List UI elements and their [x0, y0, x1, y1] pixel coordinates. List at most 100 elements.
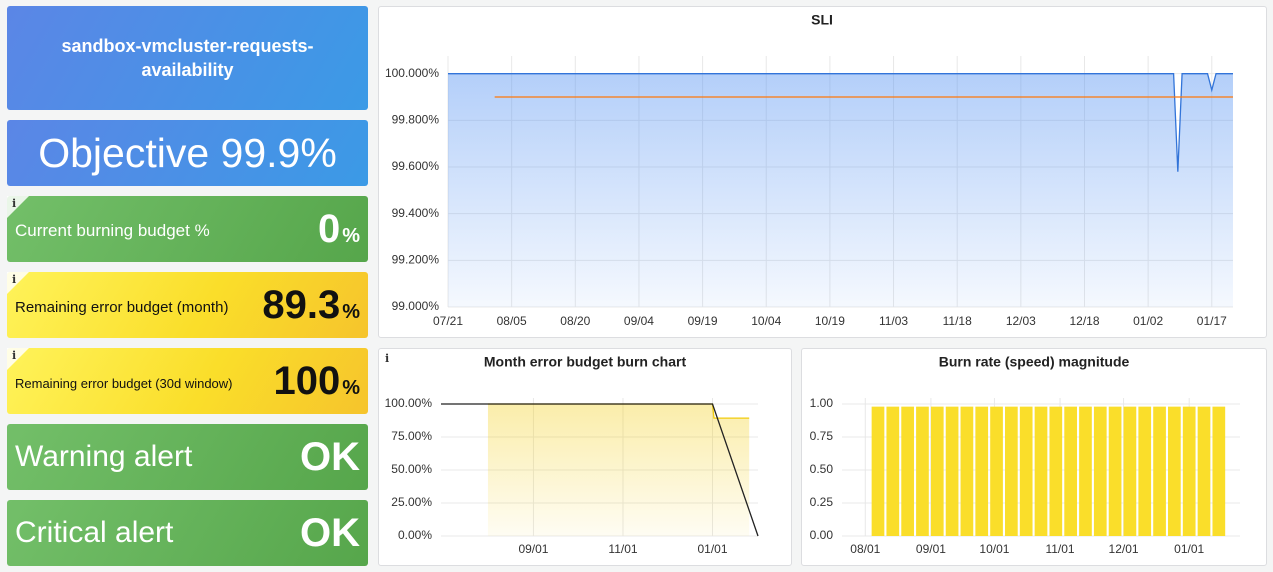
objective-panel: Objective 99.9% — [7, 120, 368, 186]
stat-panel: i Remaining error budget (30d window) 100% — [7, 348, 368, 414]
x-tick-label: 11/01 — [608, 542, 637, 556]
alert-panel: Critical alert OK — [7, 500, 368, 566]
stat-value: 100 — [273, 358, 341, 403]
bar — [886, 406, 900, 536]
x-tick-label: 09/04 — [624, 314, 654, 328]
slo-name: sandbox-vmcluster-requests-availability — [61, 36, 314, 80]
alert-status: OK — [300, 510, 360, 555]
info-icon[interactable]: i — [12, 197, 17, 210]
stat-panel: i Remaining error budget (month) 89.3% — [7, 272, 368, 338]
x-tick-label: 01/01 — [1174, 542, 1204, 556]
y-tick-label: 100.00% — [385, 396, 433, 410]
bar — [1064, 406, 1077, 536]
x-tick-label: 08/20 — [560, 314, 590, 328]
chart-title: Month error budget burn chart — [484, 354, 687, 370]
bar — [990, 406, 1003, 536]
y-tick-label: 99.200% — [392, 253, 440, 267]
info-corner — [7, 348, 29, 370]
x-tick-label: 12/03 — [1006, 314, 1036, 328]
bar — [1005, 406, 1018, 536]
stat-value-wrap: 89.3% — [262, 283, 360, 328]
bar — [1093, 406, 1107, 536]
stat-panel: i Current burning budget % 0% — [7, 196, 368, 262]
y-tick-label: 99.800% — [392, 113, 440, 127]
stat-label: Remaining error budget (month) — [15, 298, 229, 316]
alert-label: Warning alert — [15, 440, 193, 473]
y-tick-label: 75.00% — [391, 429, 432, 443]
stat-label: Remaining error budget (30d window) — [15, 375, 233, 391]
y-tick-label: 100.000% — [385, 66, 439, 80]
x-tick-label: 12/18 — [1069, 314, 1099, 328]
y-tick-label: 0.00% — [398, 528, 432, 542]
y-tick-label: 1.00 — [810, 396, 834, 410]
info-corner — [7, 272, 29, 294]
x-tick-label: 11/01 — [1045, 542, 1074, 556]
x-tick-label: 01/01 — [697, 542, 727, 556]
y-tick-label: 99.400% — [392, 206, 440, 220]
bar — [916, 406, 929, 536]
info-corner — [7, 196, 29, 218]
x-tick-label: 09/19 — [688, 314, 718, 328]
bar — [1153, 406, 1166, 536]
info-icon[interactable]: i — [12, 273, 17, 286]
info-icon[interactable]: i — [385, 352, 390, 365]
x-tick-label: 09/01 — [518, 542, 548, 556]
bar — [1182, 406, 1196, 536]
chart-title: Burn rate (speed) magnitude — [939, 354, 1130, 370]
stat-value-wrap: 0% — [318, 207, 360, 252]
x-tick-label: 11/18 — [943, 314, 972, 328]
x-tick-label: 12/01 — [1109, 542, 1139, 556]
series-line — [448, 73, 1233, 172]
bar — [901, 406, 914, 536]
area-fill — [448, 73, 1233, 308]
y-tick-label: 0.25 — [810, 495, 834, 509]
bar — [1138, 406, 1152, 536]
x-tick-label: 11/03 — [879, 314, 908, 328]
y-tick-label: 25.00% — [391, 495, 432, 509]
y-tick-label: 0.75 — [810, 429, 834, 443]
y-tick-label: 0.00 — [810, 528, 834, 542]
bar — [1197, 406, 1211, 536]
bar — [1212, 406, 1226, 536]
stat-unit: % — [342, 376, 360, 399]
chart-title: SLI — [811, 12, 833, 28]
objective: Objective 99.9% — [38, 129, 337, 176]
bar — [975, 406, 989, 536]
y-tick-label: 0.50 — [810, 462, 834, 476]
y-tick-label: 99.000% — [392, 299, 440, 313]
x-tick-label: 10/19 — [815, 314, 845, 328]
bar — [1019, 406, 1033, 536]
bar — [1034, 406, 1048, 536]
stat-unit: % — [342, 224, 360, 247]
y-tick-label: 99.600% — [392, 159, 440, 173]
title-panel: sandbox-vmcluster-requests-availability — [7, 6, 368, 110]
x-tick-label: 07/21 — [433, 314, 463, 328]
stat-label: Current burning budget % — [15, 221, 210, 240]
bar — [1049, 406, 1063, 536]
x-tick-label: 01/02 — [1133, 314, 1163, 328]
alert-label: Critical alert — [15, 516, 174, 549]
bar — [1168, 406, 1181, 536]
info-icon[interactable]: i — [12, 349, 17, 362]
bar — [945, 406, 959, 536]
x-tick-label: 09/01 — [916, 542, 946, 556]
x-tick-label: 08/01 — [850, 542, 880, 556]
bar — [960, 406, 974, 536]
bar — [1108, 406, 1122, 536]
bar — [871, 406, 885, 536]
x-tick-label: 08/05 — [497, 314, 527, 328]
alert-status: OK — [300, 434, 360, 479]
x-tick-label: 10/01 — [979, 542, 1009, 556]
area-fill — [487, 404, 750, 536]
stat-value: 0 — [317, 206, 341, 251]
stat-value-wrap: 100% — [273, 359, 360, 404]
bar — [930, 406, 944, 536]
series-line — [441, 403, 759, 537]
x-tick-label: 01/17 — [1197, 314, 1227, 328]
bar — [1079, 406, 1092, 536]
stat-unit: % — [342, 300, 360, 323]
bar — [1123, 406, 1137, 536]
stat-value: 89.3 — [262, 282, 341, 327]
